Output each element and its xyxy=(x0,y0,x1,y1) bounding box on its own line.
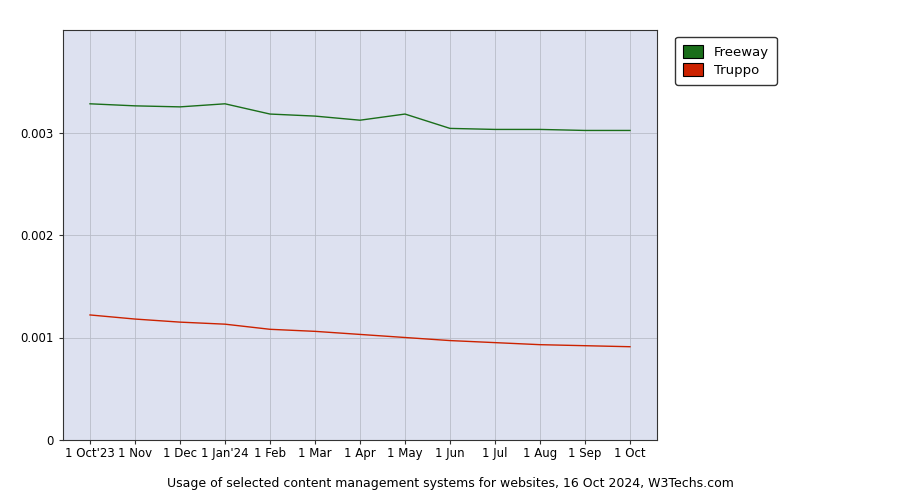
Legend: Freeway, Truppo: Freeway, Truppo xyxy=(676,36,777,85)
Text: Usage of selected content management systems for websites, 16 Oct 2024, W3Techs.: Usage of selected content management sys… xyxy=(166,477,733,490)
